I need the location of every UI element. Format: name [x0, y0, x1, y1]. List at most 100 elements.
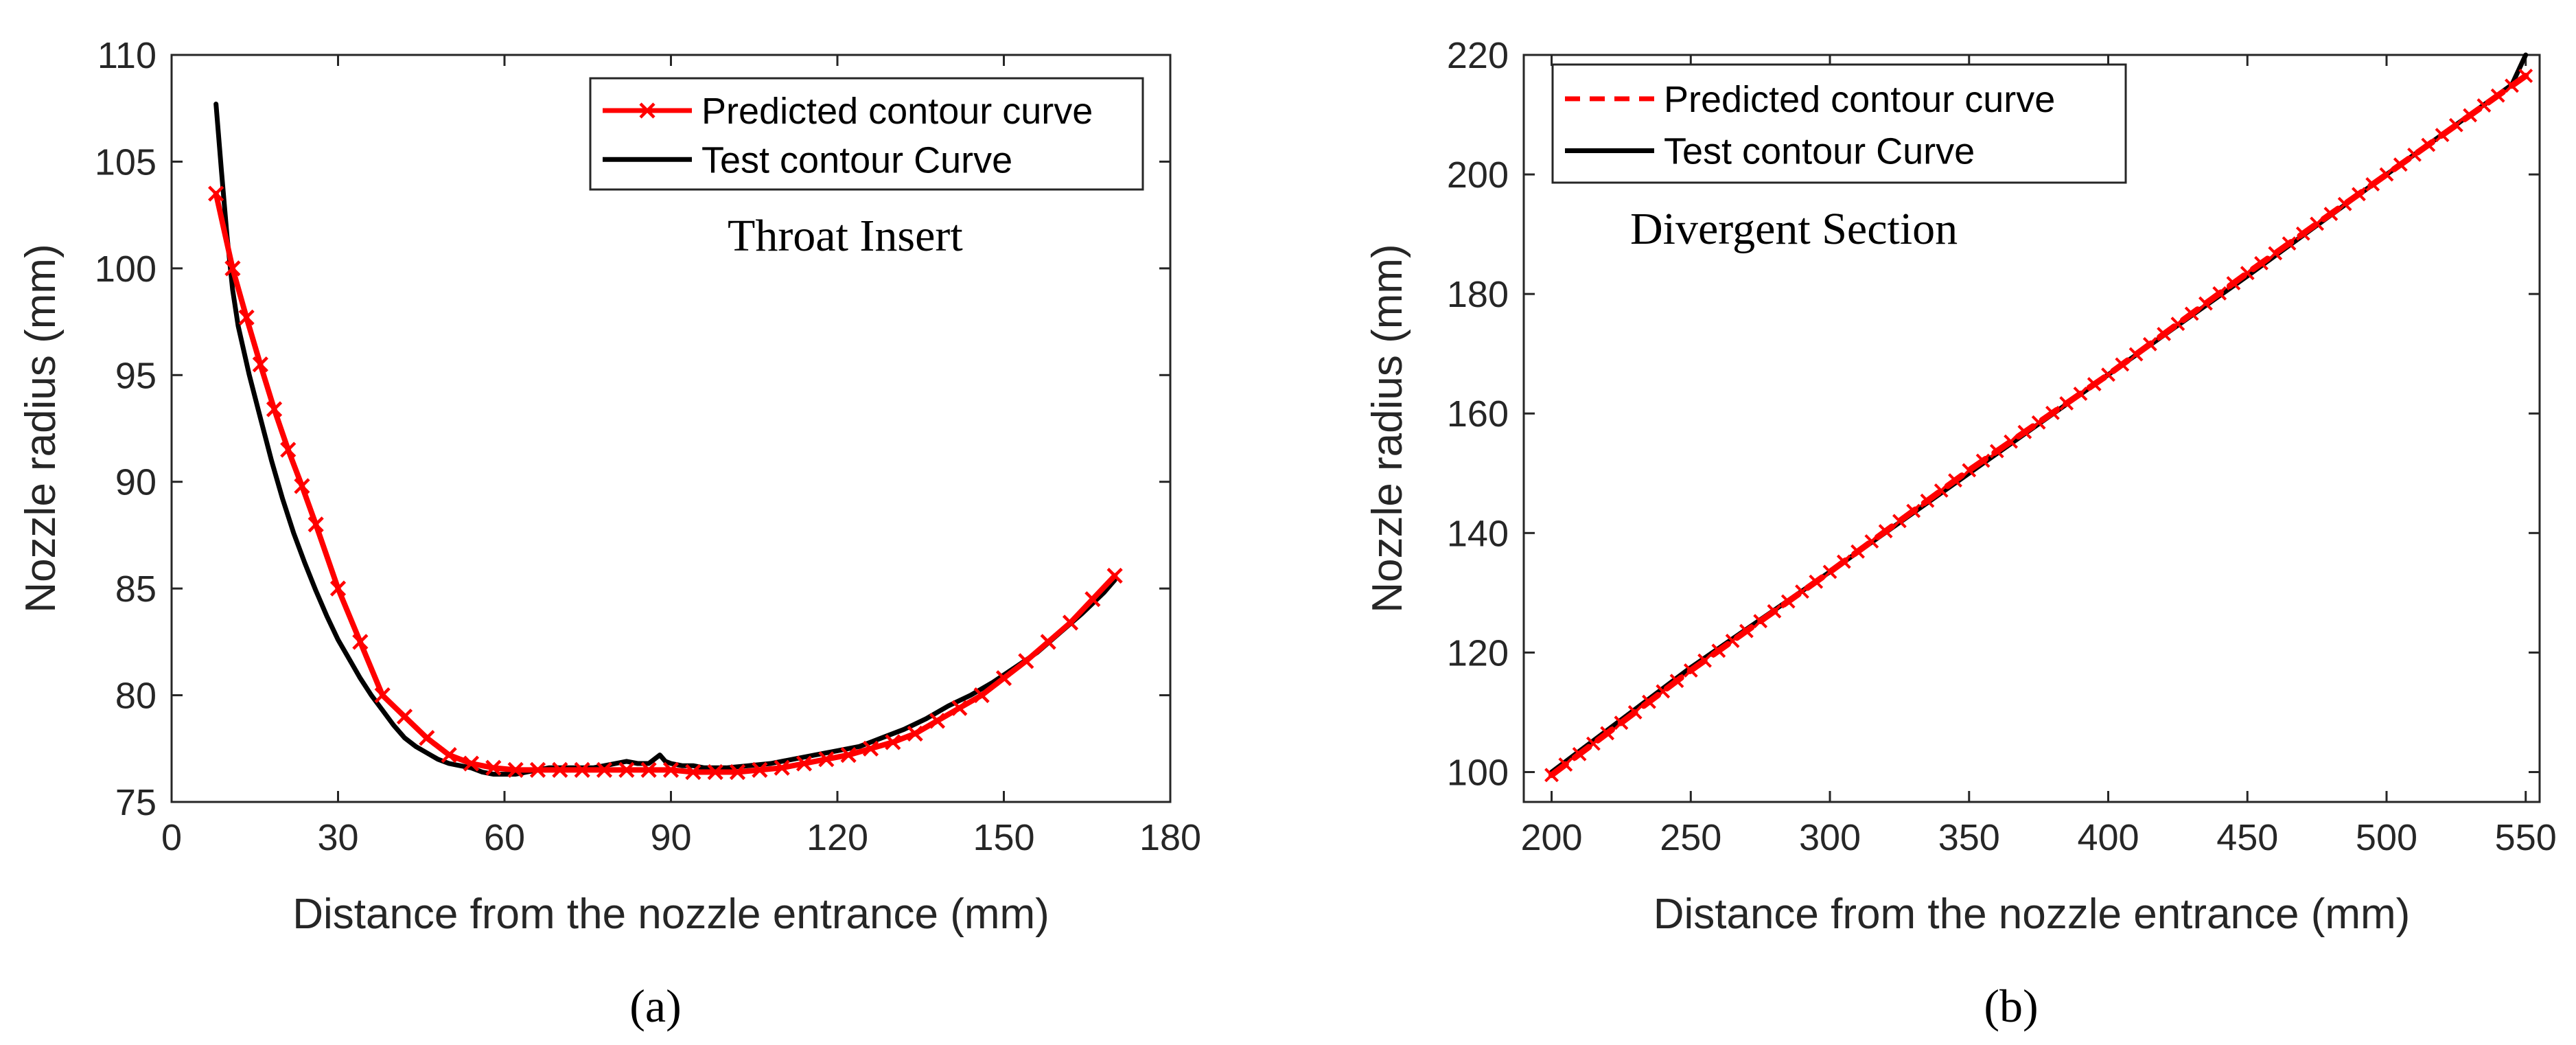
series-marker-predicted — [252, 356, 268, 373]
series-marker-predicted — [2031, 415, 2046, 430]
series-marker-predicted — [2337, 196, 2352, 211]
y-tick-label: 140 — [1447, 513, 1509, 554]
y-tick-label: 75 — [115, 782, 156, 823]
series-marker-predicted — [1753, 614, 1768, 629]
series-marker-predicted — [1767, 604, 1782, 619]
series-marker-predicted — [2505, 78, 2519, 93]
series-marker-predicted — [596, 761, 613, 778]
series-marker-predicted — [2198, 296, 2213, 311]
series-marker-predicted — [1018, 653, 1034, 669]
series-marker-predicted — [1586, 736, 1601, 751]
x-tick-label: 500 — [2356, 817, 2417, 858]
series-marker-predicted — [818, 751, 835, 768]
legend-label-predicted: Predicted contour curve — [701, 91, 1093, 132]
series-marker-predicted — [618, 761, 635, 778]
series-marker-predicted — [2282, 236, 2297, 251]
series-marker-predicted — [2212, 286, 2227, 301]
series-marker-predicted — [2421, 137, 2436, 152]
series-marker-predicted — [552, 761, 568, 778]
series-marker-predicted — [2448, 117, 2463, 133]
legend-box — [589, 77, 1144, 191]
series-marker-predicted — [907, 725, 923, 742]
series-marker-predicted — [2101, 367, 2115, 382]
plot-annotation: Divergent Section — [1630, 204, 1958, 254]
series-marker-predicted — [1669, 674, 1684, 689]
series-marker-predicted — [729, 763, 746, 781]
series-marker-predicted — [1040, 634, 1056, 650]
series-marker-predicted — [973, 687, 990, 704]
series-marker-predicted — [294, 478, 310, 494]
x-axis-label: Distance from the nozzle entrance (mm) — [1653, 891, 2411, 938]
series-marker-predicted — [1739, 623, 1754, 639]
series-marker-predicted — [2004, 434, 2019, 449]
series-marker-predicted — [1920, 493, 1935, 508]
x-tick-label: 60 — [484, 817, 525, 858]
series-marker-predicted — [238, 309, 255, 325]
series-marker-predicted — [1614, 715, 1629, 731]
series-marker-predicted — [529, 761, 546, 778]
legend-label-test: Test contour Curve — [701, 139, 1012, 181]
series-marker-predicted — [1892, 514, 1907, 529]
series-marker-predicted — [840, 747, 857, 763]
series-marker-predicted — [796, 755, 813, 772]
series-marker-predicted — [1906, 503, 1921, 518]
series-marker-predicted — [2268, 246, 2283, 261]
series-marker-predicted — [1795, 584, 1809, 599]
x-tick-label: 30 — [317, 817, 358, 858]
series-marker-predicted — [707, 763, 723, 781]
x-axis-label: Distance from the nozzle entrance (mm) — [292, 891, 1049, 938]
chart-panel-b: 200 250 300 350 400 450 500 550 100 120 140 160 180 2… — [1364, 35, 2557, 1032]
series-marker-predicted — [2157, 327, 2172, 341]
series-marker-predicted — [1948, 473, 1962, 488]
series-marker-predicted — [2463, 108, 2478, 123]
series-marker-predicted — [885, 734, 901, 750]
series-marker-predicted — [2142, 336, 2157, 352]
series-marker-predicted — [2170, 317, 2185, 332]
y-tick-label: 180 — [1447, 274, 1509, 315]
series-marker-predicted — [2254, 255, 2268, 271]
series-marker-predicted — [485, 759, 502, 776]
series-marker-predicted — [1850, 544, 1865, 559]
series-marker-predicted — [1656, 684, 1671, 699]
series-marker-predicted — [1572, 746, 1587, 761]
series-marker-predicted — [2365, 177, 2380, 192]
series-marker-predicted — [1864, 534, 1879, 549]
panel-caption: (a) — [629, 980, 681, 1032]
tick-layer: 0 30 60 90 120 150 180 75 80 85 90 95 100 105 110 — [95, 35, 1201, 858]
x-tick-label: 200 — [1520, 817, 1582, 858]
series-marker-predicted — [1725, 634, 1740, 648]
x-tick-label: 400 — [2077, 817, 2139, 858]
series-marker-predicted — [1809, 574, 1824, 589]
series-marker-predicted — [2323, 207, 2339, 221]
series-marker-predicted — [574, 761, 590, 778]
series-marker-predicted — [2240, 266, 2255, 281]
series-marker-predicted — [2073, 387, 2088, 401]
chart-panel-a: 0 30 60 90 120 150 180 75 80 85 90 95 100 105 110 Dist… — [17, 35, 1201, 1032]
tick-layer: 200 250 300 350 400 450 500 550 100 120 140 160 180 2… — [1447, 35, 2557, 858]
series-marker-predicted — [2115, 357, 2130, 372]
legend: Predicted contour curve Test contour Cur… — [1551, 63, 2127, 184]
series-marker-predicted — [352, 634, 369, 650]
y-tick-label: 85 — [115, 569, 156, 610]
series-marker-predicted — [2518, 69, 2533, 83]
series-marker-predicted — [2087, 377, 2102, 392]
series-marker-predicted — [1780, 594, 1796, 609]
series-marker-predicted — [1975, 453, 1991, 468]
series-marker-predicted — [1683, 663, 1698, 678]
series-marker-predicted — [1822, 564, 1837, 579]
y-tick-label: 95 — [115, 355, 156, 396]
series-marker-predicted — [1836, 554, 1851, 569]
series-marker-predicted — [1600, 726, 1615, 741]
series-marker-predicted — [1544, 768, 1559, 783]
data-layer — [208, 102, 1123, 781]
series-marker-predicted — [662, 761, 680, 778]
series-marker-predicted — [1062, 615, 1079, 631]
data-layer — [1544, 52, 2533, 783]
plot-annotation: Throat Insert — [728, 211, 963, 261]
series-marker-predicted — [1627, 705, 1643, 720]
series-marker-predicted — [1106, 567, 1123, 584]
series-marker-predicted — [463, 755, 480, 772]
legend-label-predicted: Predicted contour curve — [1664, 79, 2055, 120]
series-marker-predicted — [266, 401, 283, 417]
